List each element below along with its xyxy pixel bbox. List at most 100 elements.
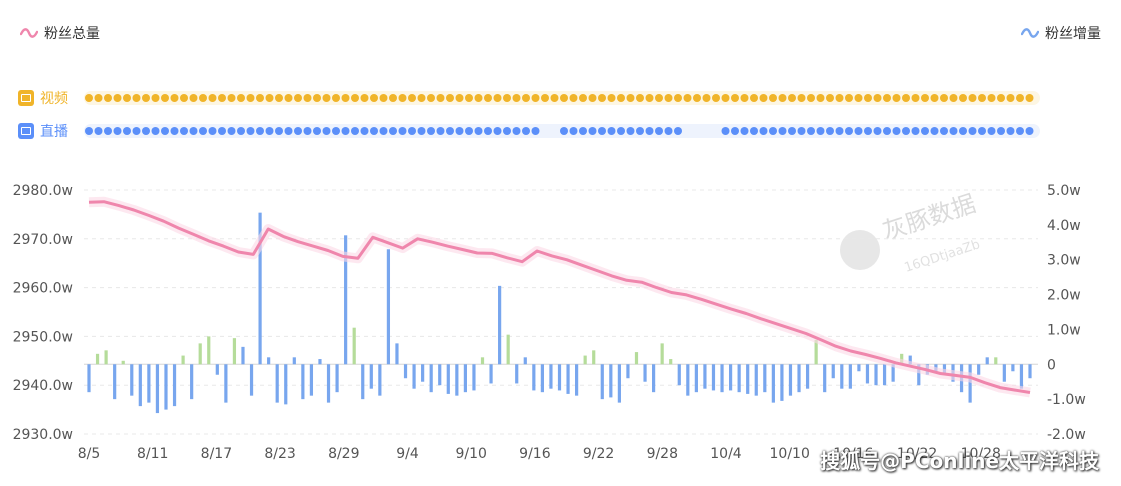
live-dot [303, 127, 312, 135]
live-dot [949, 127, 958, 135]
live-dot [512, 127, 521, 135]
increment-bar [515, 364, 519, 384]
live-dot [769, 127, 777, 135]
increment-bar [318, 359, 322, 365]
live-dot [902, 127, 910, 135]
video-dot [341, 94, 350, 102]
video-dot [237, 94, 245, 102]
live-dot [959, 127, 967, 135]
increment-bar [87, 364, 91, 393]
increment-bar [480, 357, 485, 365]
video-dot [921, 94, 929, 102]
video-dot [607, 94, 616, 102]
increment-bar [138, 364, 142, 407]
live-dot [275, 127, 283, 135]
live-dot [645, 127, 654, 135]
video-dot [550, 94, 559, 102]
live-dot [113, 127, 122, 135]
video-dot [617, 94, 625, 102]
video-dot [911, 94, 920, 102]
legend-increment-label: 粉丝增量 [1045, 26, 1101, 42]
video-dot [246, 94, 255, 102]
video-dot [218, 94, 226, 102]
live-dot [655, 127, 663, 135]
live-dot [598, 127, 606, 135]
video-dot [683, 94, 692, 102]
live-dot [636, 127, 644, 135]
video-dot [189, 94, 198, 102]
y-left-tick: 2970.0w [13, 232, 73, 248]
live-dot [341, 127, 350, 135]
increment-bar [352, 327, 356, 365]
increment-bar [549, 364, 553, 389]
video-dot [322, 94, 331, 102]
video-dot [959, 94, 967, 102]
video-dot [873, 94, 882, 102]
live-dot [474, 127, 483, 135]
video-dot [902, 94, 910, 102]
increment-bar [147, 364, 151, 403]
live-icon [18, 123, 34, 139]
increment-bar [198, 343, 202, 365]
live-dot [579, 127, 587, 135]
increment-bar [344, 235, 348, 365]
increment-bar [609, 364, 613, 398]
video-dot [199, 94, 207, 102]
increment-bar [275, 364, 279, 403]
increment-bar [241, 346, 245, 365]
y-right-tick: 2.0w [1047, 288, 1081, 304]
live-dot [379, 127, 388, 135]
live-dot [664, 127, 673, 135]
video-dot [389, 94, 397, 102]
live-dot [797, 127, 806, 135]
video-dot [161, 94, 169, 102]
y-right-tick: 5.0w [1047, 183, 1081, 199]
video-dot [294, 94, 302, 102]
increment-bar [249, 364, 254, 396]
increment-bar [1011, 364, 1015, 372]
live-dot [417, 127, 426, 135]
increment-bar [874, 364, 878, 386]
video-dot [845, 94, 853, 102]
video-icon [18, 90, 34, 106]
live-dot [854, 127, 863, 135]
video-dot [626, 94, 635, 102]
increment-bar [977, 364, 981, 375]
x-tick: 8/11 [137, 446, 168, 462]
legend-total[interactable]: 粉丝总量 [20, 23, 100, 43]
increment-bar [523, 357, 527, 365]
video-dot [417, 94, 426, 102]
increment-bar [215, 364, 219, 375]
video-dot [759, 94, 768, 102]
video-dot [569, 94, 578, 102]
increment-bar [660, 343, 664, 365]
increment-bar [130, 364, 134, 396]
increment-bar [489, 364, 493, 384]
video-dot [132, 94, 141, 102]
video-dot [522, 94, 530, 102]
live-dot [987, 127, 996, 135]
live-dot [911, 127, 920, 135]
increment-bar [472, 364, 476, 391]
live-dot [569, 127, 578, 135]
increment-bar [652, 364, 656, 393]
increment-bar [626, 364, 630, 379]
increment-bar [583, 355, 587, 365]
video-dot [284, 94, 293, 102]
increment-bar [720, 364, 724, 393]
increment-bar [694, 364, 698, 393]
live-dot [246, 127, 255, 135]
live-dot [531, 127, 540, 135]
increment-bar [908, 355, 912, 365]
video-dot [94, 94, 103, 102]
live-dot [588, 127, 597, 135]
video-track: 视频 [18, 88, 68, 108]
legend-increment[interactable]: 粉丝增量 [1021, 23, 1101, 43]
live-dot [132, 127, 141, 135]
increment-bar [155, 364, 160, 414]
increment-bar [429, 364, 433, 393]
activity-dot-tracks [84, 91, 1040, 138]
live-dot [940, 127, 948, 135]
live-dot [1016, 127, 1024, 135]
live-dot [104, 127, 112, 135]
